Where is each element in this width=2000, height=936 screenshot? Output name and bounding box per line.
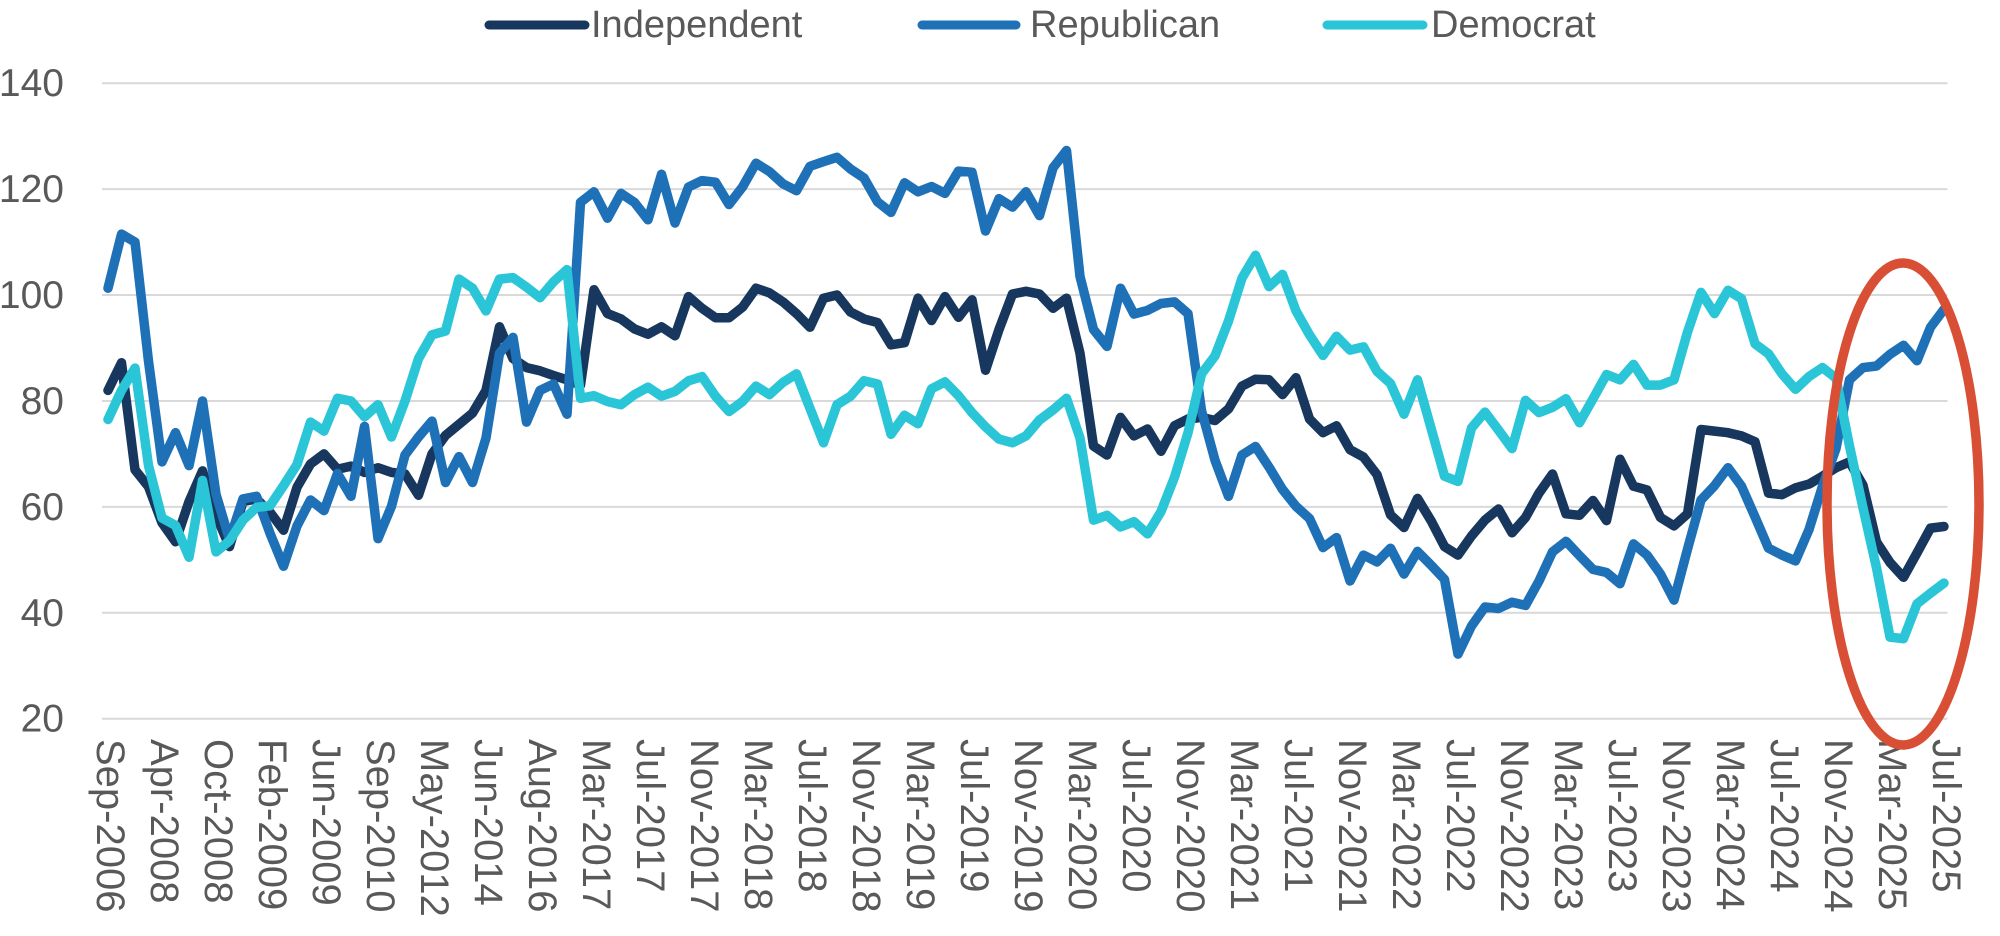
svg-text:Democrat: Democrat — [1431, 4, 1596, 46]
svg-text:Jul-2020: Jul-2020 — [1114, 739, 1158, 892]
svg-text:Mar-2021: Mar-2021 — [1222, 739, 1266, 910]
svg-text:Jun-2009: Jun-2009 — [304, 739, 348, 906]
svg-text:120: 120 — [0, 168, 64, 211]
svg-text:Nov-2019: Nov-2019 — [1006, 739, 1050, 912]
svg-text:Mar-2023: Mar-2023 — [1546, 739, 1590, 910]
svg-text:Mar-2022: Mar-2022 — [1384, 739, 1428, 910]
svg-text:Aug-2016: Aug-2016 — [520, 739, 564, 912]
svg-text:40: 40 — [21, 592, 64, 635]
svg-text:Jul-2019: Jul-2019 — [952, 739, 996, 892]
svg-text:Nov-2017: Nov-2017 — [682, 739, 726, 912]
svg-text:Jul-2017: Jul-2017 — [628, 739, 672, 892]
svg-text:Feb-2009: Feb-2009 — [250, 739, 294, 910]
svg-text:80: 80 — [21, 380, 64, 423]
svg-text:Nov-2018: Nov-2018 — [844, 739, 888, 912]
svg-text:Jun-2014: Jun-2014 — [466, 739, 510, 906]
svg-text:Mar-2025: Mar-2025 — [1870, 739, 1914, 910]
svg-text:Nov-2023: Nov-2023 — [1654, 739, 1698, 912]
svg-text:60: 60 — [21, 486, 64, 529]
svg-text:Nov-2021: Nov-2021 — [1330, 739, 1374, 912]
svg-text:Apr-2008: Apr-2008 — [142, 739, 186, 904]
svg-text:20: 20 — [21, 698, 64, 741]
svg-text:Jul-2023: Jul-2023 — [1600, 739, 1644, 892]
svg-text:Republican: Republican — [1030, 4, 1220, 46]
svg-text:Mar-2019: Mar-2019 — [898, 739, 942, 910]
svg-text:Sep-2006: Sep-2006 — [88, 739, 132, 912]
svg-text:Jul-2021: Jul-2021 — [1276, 739, 1320, 892]
svg-text:Nov-2024: Nov-2024 — [1816, 739, 1860, 912]
svg-text:Nov-2020: Nov-2020 — [1168, 739, 1212, 912]
svg-text:140: 140 — [0, 62, 64, 105]
svg-text:Nov-2022: Nov-2022 — [1492, 739, 1536, 912]
svg-text:Mar-2024: Mar-2024 — [1708, 739, 1752, 910]
svg-text:Mar-2018: Mar-2018 — [736, 739, 780, 910]
svg-text:Sep-2010: Sep-2010 — [358, 739, 402, 912]
svg-text:Oct-2008: Oct-2008 — [196, 739, 240, 904]
svg-text:Jul-2022: Jul-2022 — [1438, 739, 1482, 892]
svg-text:May-2012: May-2012 — [412, 739, 456, 917]
svg-text:Jul-2024: Jul-2024 — [1762, 739, 1806, 892]
svg-text:Independent: Independent — [591, 4, 803, 46]
svg-text:Mar-2020: Mar-2020 — [1060, 739, 1104, 910]
svg-text:Mar-2017: Mar-2017 — [574, 739, 618, 910]
svg-text:100: 100 — [0, 274, 64, 317]
svg-text:Jul-2025: Jul-2025 — [1924, 739, 1968, 892]
svg-text:Jul-2018: Jul-2018 — [790, 739, 834, 892]
